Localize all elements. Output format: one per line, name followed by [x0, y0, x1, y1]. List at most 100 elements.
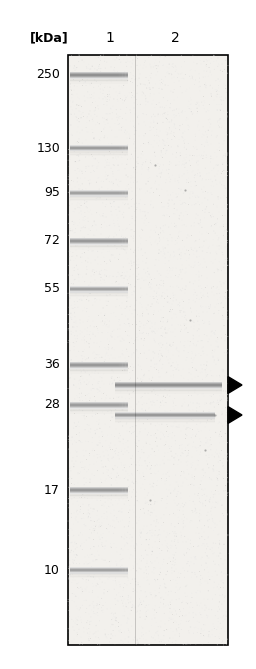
Point	[220, 169, 224, 179]
Point	[183, 126, 187, 136]
Point	[161, 501, 165, 512]
Point	[136, 254, 140, 264]
Point	[100, 537, 104, 548]
Point	[216, 109, 220, 120]
Point	[78, 612, 82, 623]
Point	[185, 386, 189, 397]
Point	[186, 543, 190, 554]
Point	[221, 173, 225, 183]
Point	[176, 537, 180, 548]
Point	[92, 60, 96, 71]
Point	[196, 316, 200, 326]
Point	[118, 488, 122, 499]
Point	[156, 603, 160, 613]
Point	[172, 370, 176, 381]
Point	[177, 249, 182, 260]
Point	[167, 305, 171, 316]
Point	[85, 126, 89, 137]
Point	[202, 254, 206, 264]
Point	[191, 188, 195, 199]
Point	[172, 77, 176, 88]
Point	[202, 625, 206, 636]
Point	[132, 478, 136, 489]
Point	[209, 173, 213, 184]
Point	[151, 309, 155, 320]
Point	[175, 488, 179, 499]
Point	[171, 614, 175, 625]
Point	[191, 187, 195, 197]
Point	[138, 482, 143, 493]
Point	[102, 282, 106, 292]
Point	[200, 262, 204, 273]
Point	[147, 75, 151, 86]
Point	[92, 57, 96, 68]
Point	[163, 337, 167, 348]
Point	[169, 174, 173, 185]
Point	[225, 312, 229, 322]
Point	[79, 133, 83, 144]
Point	[182, 373, 186, 384]
Point	[104, 303, 108, 314]
Point	[80, 539, 84, 549]
Point	[179, 615, 183, 626]
Point	[100, 518, 104, 529]
Point	[119, 577, 123, 588]
Point	[170, 265, 174, 276]
Point	[126, 254, 130, 264]
Point	[114, 316, 119, 327]
Point	[174, 477, 178, 488]
Bar	[70, 368, 128, 369]
Point	[99, 371, 103, 381]
Point	[127, 203, 131, 213]
Point	[135, 288, 139, 298]
Point	[92, 132, 96, 142]
Point	[75, 628, 79, 638]
Point	[111, 364, 115, 375]
Point	[221, 217, 225, 228]
Point	[80, 334, 84, 345]
Point	[190, 566, 195, 577]
Point	[119, 561, 123, 572]
Point	[123, 115, 127, 126]
Point	[123, 125, 127, 136]
Point	[119, 543, 123, 554]
Point	[169, 142, 173, 153]
Point	[117, 202, 121, 213]
Bar	[70, 288, 128, 289]
Point	[110, 411, 114, 422]
Point	[130, 474, 134, 485]
Point	[134, 295, 138, 306]
Bar	[70, 494, 128, 496]
Point	[149, 139, 153, 150]
Point	[166, 454, 170, 465]
Point	[82, 331, 87, 342]
Point	[199, 151, 203, 162]
Point	[203, 204, 207, 215]
Point	[168, 606, 172, 617]
Point	[108, 456, 112, 467]
Bar	[70, 402, 128, 403]
Point	[73, 575, 77, 585]
Point	[208, 634, 212, 645]
Point	[88, 88, 92, 98]
Point	[156, 158, 160, 169]
Point	[188, 566, 193, 577]
Point	[123, 278, 127, 288]
Bar	[115, 419, 215, 421]
Point	[74, 112, 79, 122]
Point	[122, 593, 126, 604]
Point	[115, 559, 119, 569]
Point	[69, 312, 73, 323]
Point	[206, 439, 210, 450]
Point	[100, 456, 104, 466]
Point	[116, 167, 121, 177]
Point	[69, 109, 73, 120]
Point	[101, 92, 105, 103]
Point	[182, 328, 186, 339]
Point	[90, 496, 94, 506]
Point	[222, 539, 226, 550]
Point	[70, 91, 74, 102]
Bar	[70, 199, 128, 201]
Point	[108, 473, 112, 484]
Point	[105, 265, 109, 276]
